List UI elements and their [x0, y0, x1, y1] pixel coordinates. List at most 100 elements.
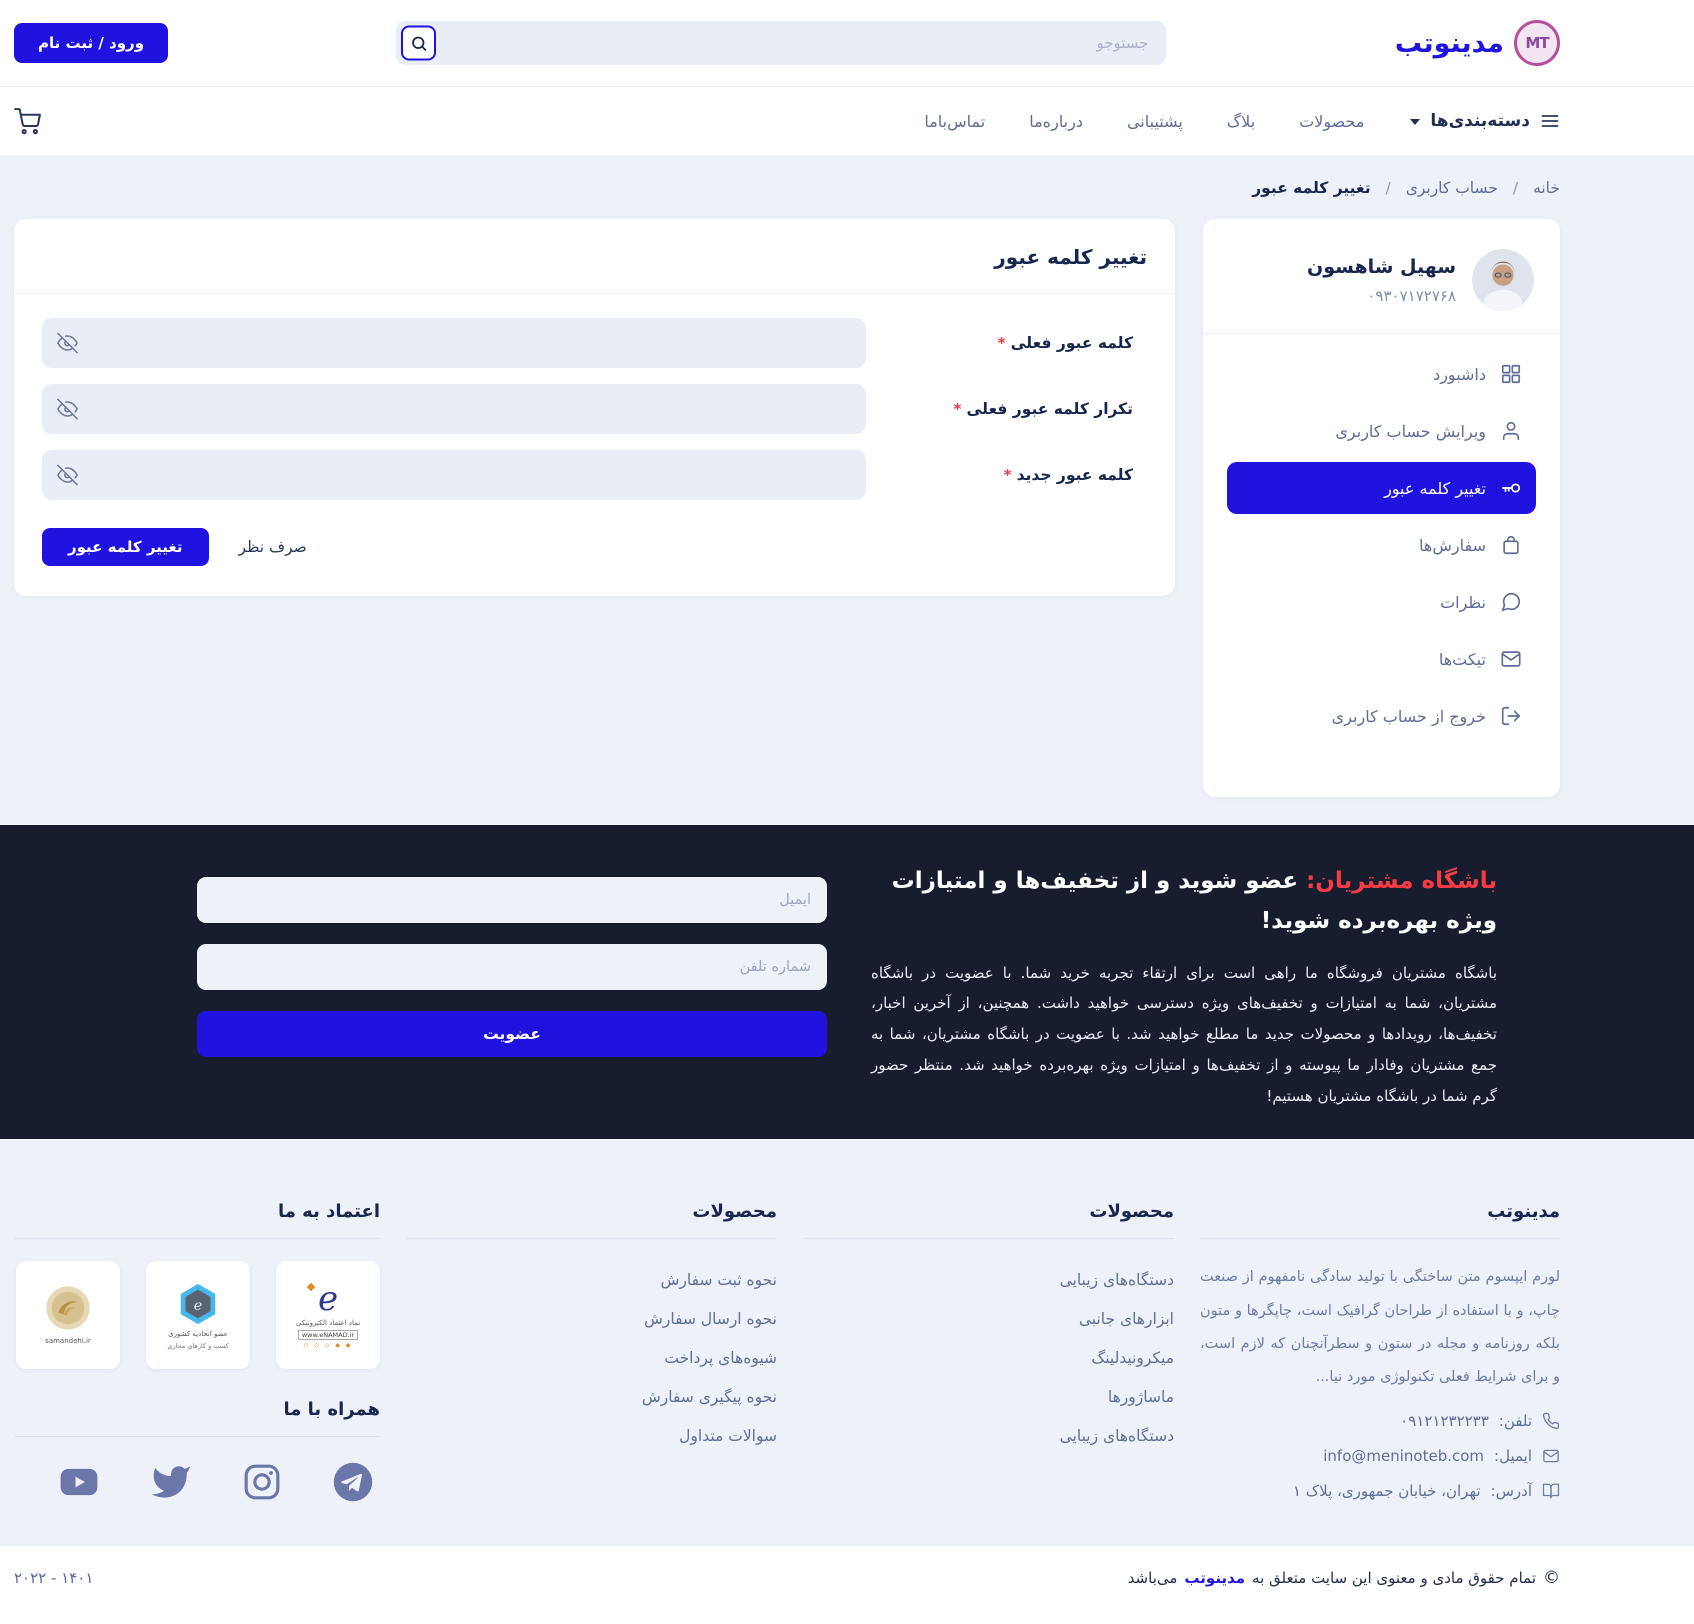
footer-address-label: آدرس:	[1490, 1481, 1532, 1500]
sidebar-item-label: ویرایش حساب کاربری	[1335, 421, 1486, 441]
breadcrumb: خانه / حساب کاربری / تغییر کلمه عبور	[0, 179, 1694, 197]
footer-link[interactable]: سوالات متداول	[679, 1427, 777, 1446]
form-row-new-password: کلمه عبور جدید*	[42, 450, 1147, 500]
hamburger-menu-icon	[1540, 111, 1560, 131]
shopping-bag-icon	[1500, 534, 1522, 556]
footer-products-column-1: محصولات دستگاه‌های زیبایی ابزارهای جانبی…	[803, 1201, 1174, 1456]
cart-button[interactable]	[14, 107, 41, 135]
footer-email-value[interactable]: info@meninoteb.com	[1323, 1446, 1485, 1465]
footer-link[interactable]: نحوه ثبت سفارش	[660, 1271, 777, 1290]
sidebar-item-edit-account[interactable]: ویرایش حساب کاربری	[1227, 405, 1536, 457]
dashboard-grid-icon	[1500, 363, 1522, 385]
envelope-icon	[1500, 648, 1522, 670]
club-phone-input[interactable]	[197, 944, 827, 990]
nav-link-contact[interactable]: تماس‌باما	[924, 111, 986, 131]
cancel-button[interactable]: صرف نظر	[238, 538, 307, 556]
footer-address-row: آدرس: تهران، خیابان جمهوری، پلاک ۱	[1200, 1482, 1560, 1500]
trust-badges: e نماد اعتماد الکترونیکی www.eNAMAD.ir ◆…	[14, 1261, 380, 1370]
sidebar-item-label: داشبورد	[1433, 364, 1486, 384]
footer-phone-row: تلفن: ۰۹۱۲۱۲۳۲۲۳۳	[1200, 1412, 1560, 1430]
sidebar-item-tickets[interactable]: تیکت‌ها	[1227, 633, 1536, 685]
copyright-brand-link[interactable]: مدینوتب	[1184, 1569, 1246, 1588]
samandehi-badge[interactable]: samandehi.ir	[16, 1261, 120, 1370]
nav-link-blog[interactable]: بلاگ	[1226, 111, 1256, 131]
union-badge[interactable]: e عضو اتحادیه کشوری کسب و کارهای مجازی	[146, 1261, 250, 1370]
footer-link[interactable]: ابزارهای جانبی	[1078, 1310, 1174, 1329]
club-email-input[interactable]	[197, 877, 827, 923]
current-password-input[interactable]	[42, 318, 866, 368]
sidebar-item-change-password[interactable]: تغییر کلمه عبور	[1227, 462, 1536, 514]
phone-icon	[1542, 1412, 1560, 1430]
divider	[406, 1238, 777, 1240]
logo-monogram: MT	[1525, 34, 1549, 52]
twitter-icon[interactable]	[150, 1461, 192, 1503]
union-hexagon-icon: e	[175, 1281, 221, 1327]
repeat-current-password-label: تکرار کلمه عبور فعلی*	[953, 400, 1133, 418]
footer-social-title: همراه با ما	[283, 1399, 381, 1421]
footer-link[interactable]: دستگاه‌های زیبایی	[1059, 1427, 1174, 1446]
footer-link[interactable]: شیوه‌های پرداخت	[664, 1349, 777, 1368]
sidebar-item-dashboard[interactable]: داشبورد	[1227, 348, 1536, 400]
club-join-button[interactable]: عضویت	[197, 1011, 827, 1057]
brand-logo[interactable]: MT مدینوتب	[1395, 20, 1560, 66]
required-mark: *	[997, 334, 1006, 352]
user-profile: سهیل شاهسون ۰۹۳۰۷۱۷۲۷۶۸	[1227, 245, 1536, 313]
sidebar-item-orders[interactable]: سفارش‌ها	[1227, 519, 1536, 571]
footer-about-description: لورم ایپسوم متن ساختگی با تولید سادگی نا…	[1200, 1269, 1560, 1386]
footer-trust-column: اعتماد به ما e نماد اعتماد الکترونیکی ww…	[14, 1201, 380, 1505]
enamad-stars-icon: ◆ ◆ ◇ ◇ ◇	[303, 1342, 353, 1349]
nav-link-about[interactable]: درباره‌ما	[1029, 111, 1083, 131]
sidebar-item-logout[interactable]: خروج از حساب کاربری	[1227, 690, 1536, 742]
mail-icon	[1542, 1447, 1560, 1465]
customer-club-section: باشگاه مشتریان: عضو شوید و از تخفیف‌ها و…	[0, 825, 1694, 1140]
enamad-logo-icon: e	[317, 1278, 339, 1319]
divider	[14, 1238, 380, 1240]
comment-bubble-icon	[1500, 591, 1522, 613]
form-row-current-password: کلمه عبور فعلی*	[42, 318, 1147, 368]
required-mark: *	[953, 400, 962, 418]
divider	[1203, 333, 1560, 334]
breadcrumb-current: تغییر کلمه عبور	[1252, 179, 1371, 197]
account-menu: داشبورد ویرایش حساب کاربری تغییر کلمه عب…	[1227, 348, 1536, 747]
nav-link-products[interactable]: محصولات	[1299, 111, 1365, 131]
new-password-input[interactable]	[42, 450, 866, 500]
footer-link[interactable]: میکرونیدلینگ	[1091, 1349, 1174, 1368]
search-input[interactable]	[396, 21, 1167, 65]
form-row-repeat-current-password: تکرار کلمه عبور فعلی*	[42, 384, 1147, 434]
footer-link[interactable]: نحوه ارسال سفارش	[643, 1310, 777, 1329]
user-name: سهیل شاهسون	[1306, 255, 1456, 278]
footer-link[interactable]: نحوه پیگیری سفارش	[641, 1388, 777, 1407]
eye-off-icon[interactable]	[57, 332, 78, 354]
divider	[1200, 1238, 1560, 1240]
search-button[interactable]	[401, 25, 437, 61]
categories-label: دسته‌بندی‌ها	[1430, 111, 1530, 131]
bottom-bar: © تمام حقوق مادی و معنوی این سایت متعلق …	[0, 1545, 1694, 1611]
nav-link-support[interactable]: پشتیبانی	[1126, 111, 1183, 131]
divider	[14, 1436, 380, 1438]
footer-phone-label: تلفن:	[1498, 1411, 1532, 1430]
social-links	[14, 1459, 380, 1505]
categories-menu-button[interactable]: دسته‌بندی‌ها	[1410, 111, 1560, 131]
enamad-badge[interactable]: e نماد اعتماد الکترونیکی www.eNAMAD.ir ◆…	[276, 1261, 380, 1370]
eye-off-icon[interactable]	[57, 398, 78, 420]
footer-email-row: ایمیل: info@meninoteb.com	[1200, 1447, 1560, 1465]
repeat-current-password-input[interactable]	[42, 384, 866, 434]
breadcrumb-separator: /	[1385, 179, 1391, 197]
telegram-icon[interactable]	[332, 1461, 374, 1503]
brand-name: مدینوتب	[1394, 27, 1504, 59]
instagram-icon[interactable]	[242, 1462, 282, 1502]
footer-link[interactable]: ماساژورها	[1107, 1388, 1174, 1407]
footer-about-title: مدینوتب	[1487, 1201, 1560, 1223]
change-password-submit-button[interactable]: تغییر کلمه عبور	[42, 528, 209, 566]
user-icon	[1500, 420, 1522, 442]
breadcrumb-home[interactable]: خانه	[1533, 179, 1560, 197]
address-book-icon	[1542, 1482, 1560, 1500]
youtube-icon[interactable]	[58, 1461, 100, 1503]
login-register-button[interactable]: ورود / ثبت نام	[14, 23, 169, 63]
eye-off-icon[interactable]	[57, 464, 78, 486]
footer-link[interactable]: دستگاه‌های زیبایی	[1059, 1271, 1174, 1290]
sidebar-item-comments[interactable]: نظرات	[1227, 576, 1536, 628]
breadcrumb-account[interactable]: حساب کاربری	[1405, 179, 1498, 197]
footer-phone-value[interactable]: ۰۹۱۲۱۲۳۲۲۳۳	[1400, 1411, 1489, 1430]
